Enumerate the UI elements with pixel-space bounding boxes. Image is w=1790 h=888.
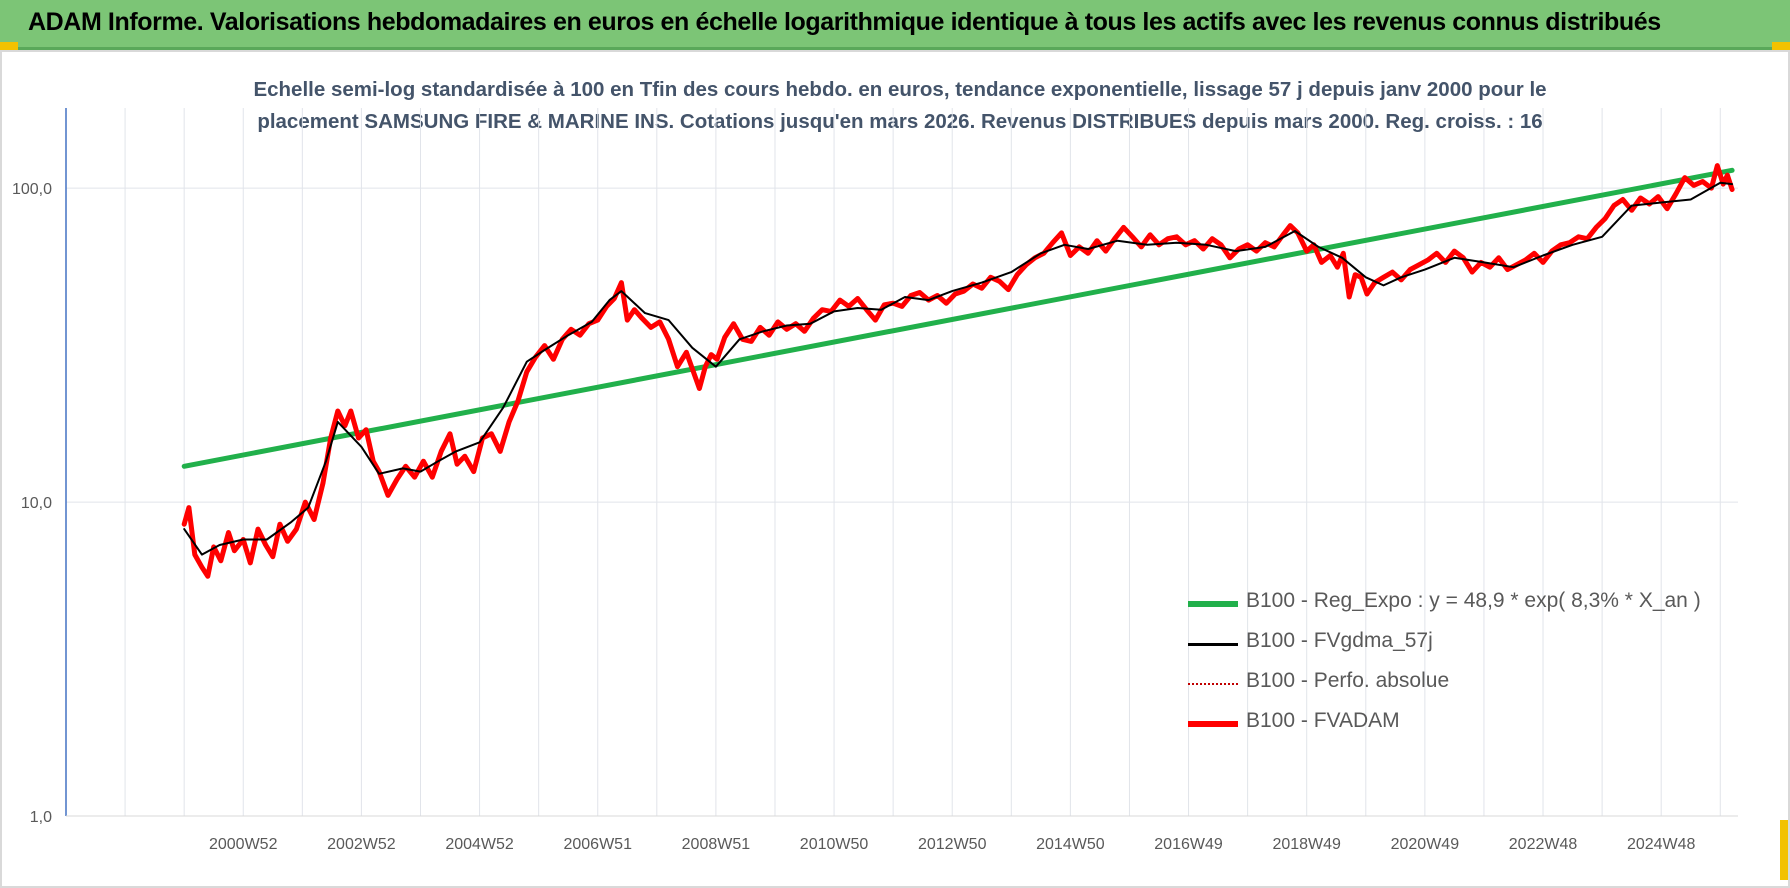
legend-item-fvadam: B100 - FVADAM (1188, 705, 1748, 745)
legend-swatch-regression (1188, 601, 1238, 607)
x-tick-label: 2024W48 (1627, 836, 1696, 853)
x-tick-label: 2000W52 (209, 836, 278, 853)
x-tick-label: 2010W50 (800, 836, 869, 853)
x-tick-label: 2004W52 (445, 836, 514, 853)
y-tick-label: 100,0 (12, 181, 52, 198)
chart-title-line2: placement SAMSUNG FIRE & MARINE INS. Cot… (257, 110, 1543, 133)
x-tick-label: 2018W49 (1272, 836, 1341, 853)
legend-item-regression: B100 - Reg_Expo : y = 48,9 * exp( 8,3% *… (1188, 585, 1748, 625)
corner-marker-right (1772, 42, 1790, 50)
legend-label-fvadam: B100 - FVADAM (1246, 709, 1400, 732)
chart-title: Echelle semi-log standardisée à 100 en T… (150, 74, 1650, 138)
corner-marker-left (0, 42, 18, 50)
banner-title: ADAM Informe. Valorisations hebdomadaire… (28, 8, 1661, 36)
x-tick-label: 2012W50 (918, 836, 987, 853)
series-smoothed-line (183, 181, 1734, 556)
x-tick-label: 2022W48 (1509, 836, 1578, 853)
y-tick-label: 10,0 (21, 495, 52, 512)
x-tick-label: 2002W52 (327, 836, 396, 853)
legend-label-absolute: B100 - Perfo. absolue (1246, 669, 1450, 692)
chart-title-line1: Echelle semi-log standardisée à 100 en T… (253, 78, 1547, 101)
chart-frame (0, 50, 1790, 888)
x-tick-label: 2014W50 (1036, 836, 1105, 853)
y-tick-label: 1,0 (30, 809, 52, 826)
legend-label-smoothed: B100 - FVgdma_57j (1246, 629, 1433, 652)
legend-swatch-absolute (1188, 683, 1238, 685)
x-tick-label: 2006W51 (563, 836, 632, 853)
corner-marker-bottom-right (1780, 820, 1790, 880)
chart-legend: B100 - Reg_Expo : y = 48,9 * exp( 8,3% *… (1188, 585, 1748, 745)
series-regression-line (181, 167, 1735, 469)
legend-swatch-fvadam (1188, 721, 1238, 727)
x-tick-label: 2016W49 (1154, 836, 1223, 853)
legend-item-smoothed: B100 - FVgdma_57j (1188, 625, 1748, 665)
x-tick-label: 2020W49 (1391, 836, 1460, 853)
title-banner: ADAM Informe. Valorisations hebdomadaire… (0, 0, 1790, 50)
legend-label-regression: B100 - Reg_Expo : y = 48,9 * exp( 8,3% *… (1246, 589, 1701, 612)
series-fvadam-line (181, 163, 1735, 579)
legend-swatch-smoothed (1188, 643, 1238, 646)
legend-item-absolute: B100 - Perfo. absolue (1188, 665, 1748, 705)
x-tick-label: 2008W51 (682, 836, 751, 853)
